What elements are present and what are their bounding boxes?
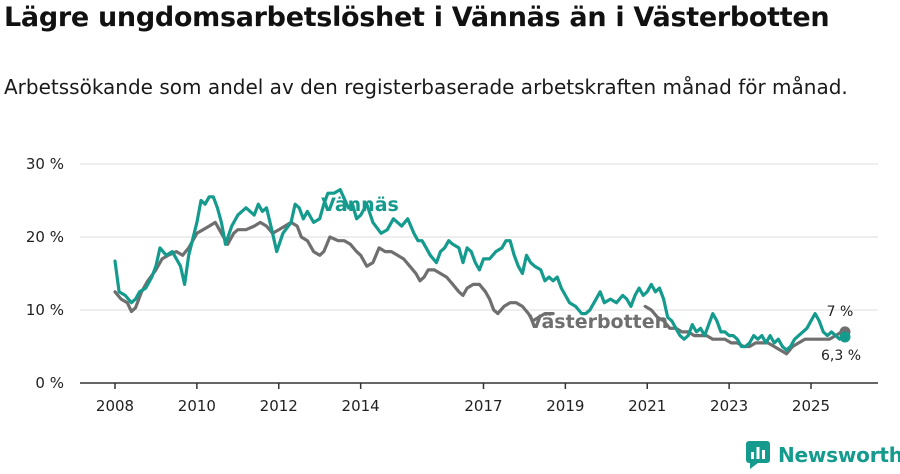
x-tick-label: 2014 <box>342 397 380 415</box>
x-tick-label: 2023 <box>710 397 748 415</box>
x-tick-label: 2019 <box>546 397 584 415</box>
series-label-vasterbotten: Västerbotten <box>528 311 668 333</box>
x-tick-label: 2025 <box>792 397 830 415</box>
chart-subtitle: Arbetssökande som andel av den registerb… <box>4 75 848 99</box>
y-axis-ticks: 0 % 10 % 20 % 30 % <box>26 155 64 392</box>
series-label-vannas: Vännäs <box>321 194 399 216</box>
x-tick-label: 2017 <box>464 397 502 415</box>
grid-lines <box>80 163 878 311</box>
y-tick-label: 10 % <box>26 301 64 319</box>
x-tick-label: 2012 <box>260 397 298 415</box>
series-lines <box>113 188 851 356</box>
y-tick-label: 20 % <box>26 228 64 246</box>
x-tick-label: 2008 <box>96 397 134 415</box>
newsworthy-logo-icon <box>746 441 770 469</box>
y-tick-label: 30 % <box>26 155 64 173</box>
y-tick-label: 0 % <box>35 374 64 392</box>
brand-name: Newsworthy <box>778 443 900 467</box>
end-label-vannas: 6,3 % <box>821 348 861 364</box>
x-axis: 2008 2010 2012 2014 2017 2019 2021 2023 2025 <box>80 382 878 415</box>
end-marker-vannas <box>839 331 851 343</box>
chart-title: Lägre ungdomsarbetslöshet i Vännäs än i … <box>4 2 830 33</box>
x-tick-label: 2010 <box>178 397 216 415</box>
series-line-vannas <box>113 188 847 352</box>
series-labels: Vännäs Västerbotten 7 % 6,3 % <box>321 194 861 364</box>
x-tick-label: 2021 <box>628 397 666 415</box>
end-label-vasterbotten: 7 % <box>827 304 854 320</box>
newsworthy-logo: Newsworthy <box>746 441 900 469</box>
